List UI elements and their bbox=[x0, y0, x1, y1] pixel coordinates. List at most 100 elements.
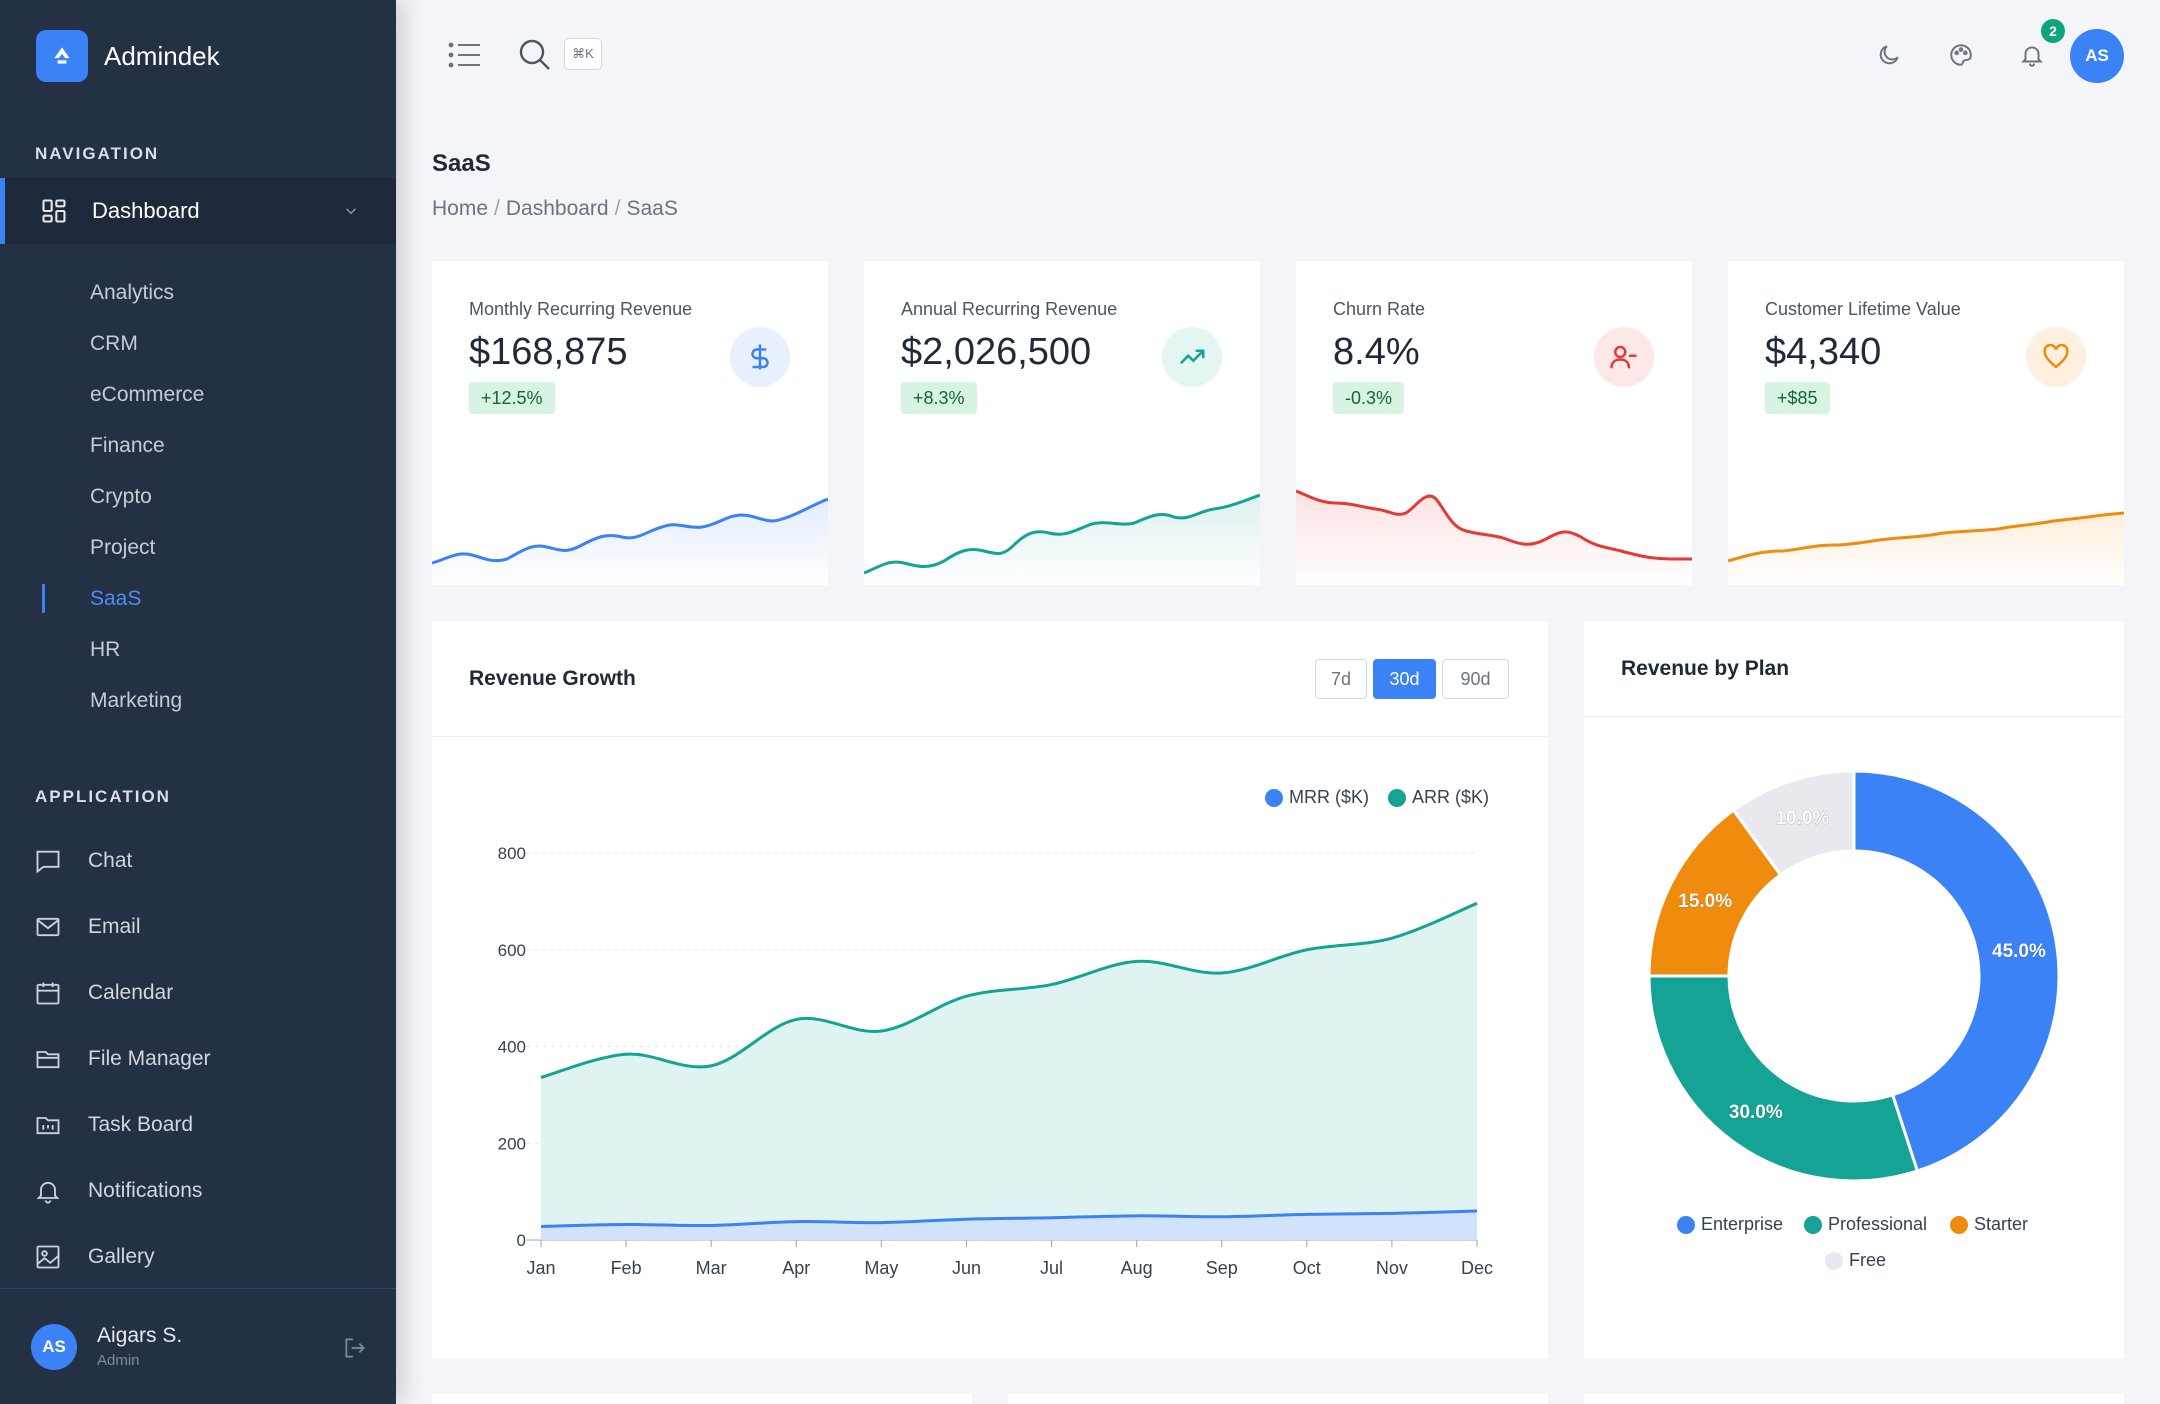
legend-starter[interactable]: Starter bbox=[1950, 1214, 2028, 1235]
kpi-label: Monthly Recurring Revenue bbox=[469, 299, 693, 319]
page-title: SaaS bbox=[432, 150, 491, 177]
x-tick-label: Feb bbox=[611, 1258, 642, 1278]
bottom-card bbox=[1008, 1394, 1548, 1404]
bottom-card bbox=[432, 1394, 972, 1404]
sidebar-item-chat[interactable]: Chat bbox=[0, 828, 396, 894]
sidebar-item-notifications[interactable]: Notifications bbox=[0, 1158, 396, 1224]
logout-icon[interactable] bbox=[342, 1335, 368, 1361]
mail-icon bbox=[36, 917, 60, 937]
series-area-arr bbox=[541, 903, 1477, 1240]
legend-label: MRR ($K) bbox=[1289, 787, 1369, 807]
legend-free[interactable]: Free bbox=[1825, 1250, 1886, 1271]
y-tick-label: 600 bbox=[498, 941, 526, 960]
palette-icon[interactable] bbox=[1948, 42, 1974, 68]
user-avatar-button[interactable]: AS bbox=[2070, 29, 2124, 83]
kpi-label: Annual Recurring Revenue bbox=[901, 299, 1118, 319]
donut-slice-enterprise[interactable] bbox=[1852, 769, 2061, 1173]
x-tick-label: Dec bbox=[1461, 1258, 1493, 1278]
series-area-mrr bbox=[541, 1210, 1477, 1240]
sidebar-item-hr[interactable]: HR bbox=[90, 637, 121, 661]
sidebar-item-file-manager[interactable]: File Manager bbox=[0, 1026, 396, 1092]
sidebar-item-email[interactable]: Email bbox=[0, 894, 396, 960]
legend-label: Free bbox=[1849, 1250, 1887, 1270]
panel-title: Revenue by Plan bbox=[1621, 657, 1790, 680]
legend-enterprise[interactable]: Enterprise bbox=[1677, 1214, 1783, 1235]
user-name: Aigars S. bbox=[97, 1324, 183, 1347]
donut-slice-free[interactable] bbox=[1731, 769, 1856, 877]
sidebar-item-crypto[interactable]: Crypto bbox=[90, 484, 152, 508]
series-line-arr[interactable] bbox=[540, 901, 1478, 1079]
brand-name: Admindek bbox=[104, 40, 220, 71]
legend-professional[interactable]: Professional bbox=[1804, 1214, 1927, 1235]
sidebar-item-label: Gallery bbox=[88, 1245, 155, 1268]
sidebar-item-saas[interactable]: SaaS bbox=[0, 573, 396, 624]
moon-icon[interactable] bbox=[1876, 42, 1902, 68]
legend-dot bbox=[1825, 1251, 1843, 1270]
breadcrumb-dashboard[interactable]: Dashboard bbox=[505, 197, 609, 220]
sidebar-item-gallery[interactable]: Gallery bbox=[0, 1224, 396, 1290]
legend-dot bbox=[1950, 1215, 1968, 1234]
sidebar-item-calendar[interactable]: Calendar bbox=[0, 960, 396, 1026]
kpi-card-churn: Churn Rate 8.4% -0.3% bbox=[1296, 261, 1692, 585]
sidebar-item-project[interactable]: Project bbox=[90, 535, 156, 559]
sidebar-item-label: File Manager bbox=[88, 1047, 211, 1070]
dashboard-submenu: Analytics CRM eCommerce Finance Crypto P… bbox=[0, 267, 396, 726]
legend-label: Professional bbox=[1828, 1214, 1928, 1234]
series-line-mrr[interactable] bbox=[540, 1209, 1478, 1228]
revenue-by-plan-donut: 45.0% 30.0% 15.0% 10.0% bbox=[1647, 769, 2061, 1183]
sidebar-item-label: Dashboard bbox=[92, 198, 200, 223]
sidebar-user: AS Aigars S. Admin bbox=[0, 1288, 396, 1404]
sidebar-item-task-board[interactable]: Task Board bbox=[0, 1092, 396, 1158]
search-shortcut-badge: ⌘K bbox=[564, 38, 602, 70]
range-30d-button[interactable]: 30d bbox=[1373, 659, 1436, 699]
sidebar-item-dashboard[interactable]: Dashboard bbox=[0, 178, 396, 244]
legend-mrr[interactable]: MRR ($K) bbox=[1265, 787, 1369, 808]
revenue-by-plan-panel: Revenue by Plan 45.0% 30.0% 15.0% 10.0% Ent… bbox=[1584, 621, 2124, 1359]
avatar[interactable]: AS bbox=[31, 1323, 77, 1370]
donut-slice-professional[interactable] bbox=[1647, 974, 1920, 1183]
donut-slice-label: 10.0% bbox=[1775, 808, 1829, 829]
sidebar-item-analytics[interactable]: Analytics bbox=[90, 280, 175, 304]
brand[interactable]: Admindek bbox=[36, 30, 220, 82]
range-90d-button[interactable]: 90d bbox=[1442, 659, 1509, 699]
image-icon bbox=[36, 1245, 60, 1269]
menu-icon[interactable] bbox=[448, 40, 482, 70]
sidebar-item-ecommerce[interactable]: eCommerce bbox=[90, 382, 205, 406]
kpi-card-mrr: Monthly Recurring Revenue $168,875 +12.5… bbox=[432, 261, 828, 585]
legend-dot bbox=[1677, 1215, 1695, 1234]
breadcrumb: Home / Dashboard / SaaS bbox=[432, 197, 678, 220]
legend-dot bbox=[1265, 788, 1283, 807]
y-tick-label: 200 bbox=[498, 1134, 526, 1153]
x-tick-label: Jan bbox=[526, 1258, 555, 1278]
dashboard-grid-icon bbox=[42, 199, 66, 223]
breadcrumb-home[interactable]: Home bbox=[432, 197, 489, 220]
chevron-down-icon bbox=[345, 208, 357, 215]
kpi-value: $2,026,500 bbox=[901, 331, 1092, 373]
notification-bell-icon[interactable] bbox=[2019, 42, 2045, 68]
application-menu: Chat Email Calendar File Manager Task Bo… bbox=[0, 828, 396, 1290]
trending-up-icon bbox=[1162, 327, 1222, 387]
sidebar-item-crm[interactable]: CRM bbox=[90, 331, 138, 355]
kpi-card-arr: Annual Recurring Revenue $2,026,500 +8.3… bbox=[864, 261, 1260, 585]
kpi-value: $168,875 bbox=[469, 331, 628, 373]
topbar: ⌘K 2 AS bbox=[396, 0, 2160, 112]
kpi-delta-badge: -0.3% bbox=[1333, 382, 1405, 414]
range-7d-button[interactable]: 7d bbox=[1315, 659, 1367, 699]
sidebar-item-label: Chat bbox=[88, 849, 133, 872]
y-tick-label: 800 bbox=[498, 844, 526, 863]
sidebar: Admindek NAVIGATION Dashboard Analytics … bbox=[0, 0, 396, 1404]
sidebar-item-finance[interactable]: Finance bbox=[90, 433, 165, 457]
kpi-delta-badge: +$85 bbox=[1765, 382, 1830, 414]
calendar-icon bbox=[36, 982, 60, 1005]
kpi-label: Customer Lifetime Value bbox=[1765, 299, 1961, 319]
sidebar-item-label: Task Board bbox=[88, 1113, 194, 1136]
user-minus-icon bbox=[1594, 327, 1654, 387]
x-tick-label: Sep bbox=[1206, 1258, 1238, 1278]
bell-icon bbox=[36, 1181, 60, 1204]
legend-arr[interactable]: ARR ($K) bbox=[1388, 787, 1489, 808]
panel-title: Revenue Growth bbox=[469, 667, 636, 690]
folder-icon bbox=[36, 1051, 60, 1069]
kpi-value: 8.4% bbox=[1333, 331, 1420, 373]
sidebar-item-marketing[interactable]: Marketing bbox=[90, 688, 183, 712]
search-icon[interactable] bbox=[518, 38, 552, 72]
